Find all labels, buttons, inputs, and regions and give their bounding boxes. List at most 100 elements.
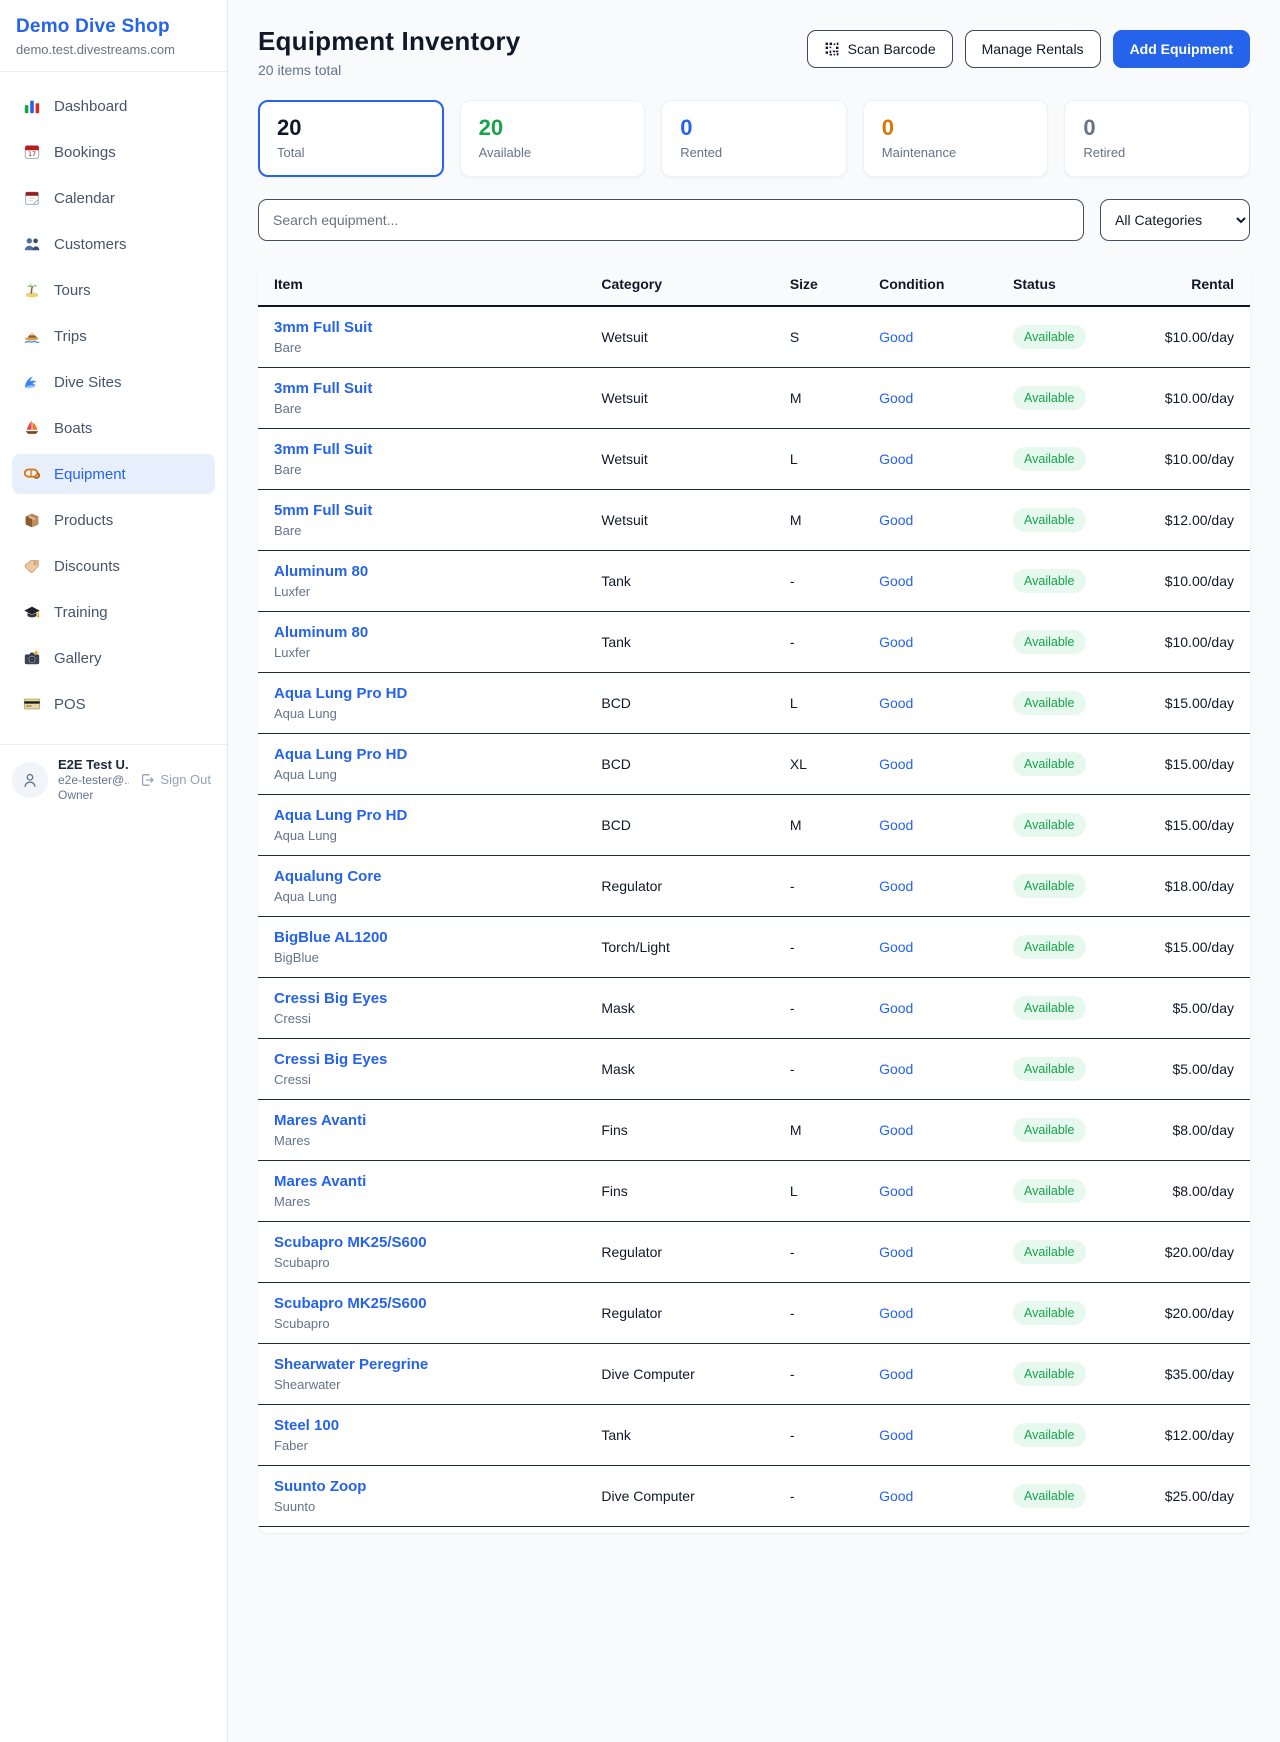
sidebar-item-trips[interactable]: Trips bbox=[12, 316, 215, 356]
item-condition: Good bbox=[863, 428, 997, 490]
sidebar-item-dashboard[interactable]: Dashboard bbox=[12, 86, 215, 126]
item-rental-rate: $10.00/day bbox=[1145, 367, 1250, 429]
item-name-link[interactable]: Aqua Lung Pro HD bbox=[274, 807, 408, 824]
item-name-link[interactable]: Shearwater Peregrine bbox=[274, 1356, 429, 1373]
stat-card-available[interactable]: 20 Available bbox=[459, 100, 646, 177]
stat-rented-value: 0 bbox=[680, 115, 693, 140]
item-name-link[interactable]: Aluminum 80 bbox=[274, 563, 369, 580]
item-cell: Mares Avanti Mares bbox=[258, 1099, 586, 1161]
stat-card-rented[interactable]: 0 Rented bbox=[661, 100, 847, 177]
shop-domain: demo.test.divestreams.com bbox=[16, 42, 175, 57]
item-name-link[interactable]: Cressi Big Eyes bbox=[274, 990, 388, 1007]
status-badge: Available bbox=[1013, 752, 1086, 776]
sidebar-item-tours[interactable]: Tours bbox=[12, 270, 215, 310]
item-category: Tank bbox=[585, 611, 774, 673]
item-name-link[interactable]: Cressi Big Eyes bbox=[274, 1051, 388, 1068]
sidebar-item-pos[interactable]: POS bbox=[12, 684, 215, 724]
items-total-count: 20 items total bbox=[258, 62, 342, 78]
item-name-link[interactable]: 3mm Full Suit bbox=[274, 319, 373, 336]
item-size: L bbox=[773, 672, 864, 734]
table-row: Suunto Zoop Suunto Dive Computer - Good … bbox=[258, 1465, 1250, 1527]
column-header-size: Size bbox=[773, 263, 864, 307]
stat-maintenance-label: Maintenance bbox=[881, 145, 957, 160]
item-size: M bbox=[773, 367, 864, 429]
item-name-link[interactable]: Steel 100 bbox=[274, 1417, 340, 1434]
item-condition: Good bbox=[863, 1160, 997, 1222]
sidebar-item-calendar[interactable]: Calendar bbox=[12, 178, 215, 218]
item-name-link[interactable]: Suunto Zoop bbox=[274, 1478, 367, 1495]
sidebar-item-products[interactable]: Products bbox=[12, 500, 215, 540]
item-name-link[interactable]: BigBlue AL1200 bbox=[274, 929, 388, 946]
item-name-link[interactable]: 3mm Full Suit bbox=[274, 380, 373, 397]
item-cell: Shearwater Peregrine Shearwater bbox=[258, 1343, 586, 1405]
add-equipment-button[interactable]: Add Equipment bbox=[1112, 30, 1250, 68]
sign-out-button[interactable]: Sign Out bbox=[139, 772, 215, 788]
item-name-link[interactable]: Aluminum 80 bbox=[274, 624, 369, 641]
item-rental-rate: $18.00/day bbox=[1145, 855, 1250, 917]
gallery-icon bbox=[22, 648, 42, 668]
manage-rentals-label: Manage Rentals bbox=[981, 41, 1084, 57]
sidebar-item-training[interactable]: Training bbox=[12, 592, 215, 632]
item-rental-rate: $25.00/day bbox=[1145, 1465, 1250, 1527]
main-content: Equipment Inventory 20 items total Scan … bbox=[228, 0, 1280, 1742]
item-cell: Cressi Big Eyes Cressi bbox=[258, 1038, 586, 1100]
status-badge: Available bbox=[1013, 1118, 1086, 1142]
status-badge: Available bbox=[1013, 1423, 1086, 1447]
sidebar-item-customers[interactable]: Customers bbox=[12, 224, 215, 264]
search-input[interactable] bbox=[258, 199, 1084, 241]
trips-icon bbox=[22, 326, 42, 346]
item-category: Fins bbox=[585, 1099, 774, 1161]
item-status-cell: Available bbox=[997, 367, 1146, 429]
item-size: L bbox=[773, 428, 864, 490]
item-size: - bbox=[773, 1038, 864, 1100]
table-row: Shearwater Peregrine Shearwater Dive Com… bbox=[258, 1343, 1250, 1405]
sidebar-item-equipment[interactable]: Equipment bbox=[12, 454, 215, 494]
item-rental-rate: $12.00/day bbox=[1145, 1404, 1250, 1466]
item-name-link[interactable]: Scubapro MK25/S600 bbox=[274, 1295, 427, 1312]
person-icon bbox=[24, 773, 36, 787]
item-name-link[interactable]: Aqua Lung Pro HD bbox=[274, 746, 408, 763]
dive-sites-icon bbox=[22, 372, 42, 392]
stat-card-total[interactable]: 20 Total bbox=[258, 100, 444, 177]
status-badge: Available bbox=[1013, 1301, 1086, 1325]
item-status-cell: Available bbox=[997, 1282, 1146, 1344]
item-rental-rate: $8.00/day bbox=[1145, 1099, 1250, 1161]
sidebar-item-label: Training bbox=[54, 603, 108, 621]
item-name-link[interactable]: Mares Avanti bbox=[274, 1173, 367, 1190]
item-name-link[interactable]: Scubapro MK25/S600 bbox=[274, 1234, 427, 1251]
item-brand: Mares bbox=[274, 1194, 311, 1209]
item-brand: Aqua Lung bbox=[274, 706, 337, 721]
item-condition: Good bbox=[863, 916, 997, 978]
item-name-link[interactable]: Mares Avanti bbox=[274, 1112, 367, 1129]
category-select[interactable]: All Categories bbox=[1100, 199, 1250, 241]
stat-available-value: 20 bbox=[478, 115, 504, 140]
item-rental-rate: $15.00/day bbox=[1145, 733, 1250, 795]
item-name-link[interactable]: 3mm Full Suit bbox=[274, 441, 373, 458]
item-cell: Suunto Zoop Suunto bbox=[258, 1465, 586, 1527]
sidebar-item-boats[interactable]: Boats bbox=[12, 408, 215, 448]
sidebar-item-bookings[interactable]: 17 Bookings bbox=[12, 132, 215, 172]
header-actions: Scan Barcode Manage Rentals Add Equipmen… bbox=[806, 30, 1250, 68]
item-name-link[interactable]: Aqualung Core bbox=[274, 868, 382, 885]
stat-card-maintenance[interactable]: 0 Maintenance bbox=[862, 100, 1049, 177]
stat-card-retired[interactable]: 0 Retired bbox=[1064, 100, 1250, 177]
table-row: Aqua Lung Pro HD Aqua Lung BCD M Good Av… bbox=[258, 794, 1250, 856]
item-condition: Good bbox=[863, 672, 997, 734]
item-cell: 3mm Full Suit Bare bbox=[258, 367, 586, 429]
sidebar-item-discounts[interactable]: Discounts bbox=[12, 546, 215, 586]
table-row: Aqualung Core Aqua Lung Regulator - Good… bbox=[258, 855, 1250, 917]
item-category: Wetsuit bbox=[585, 489, 774, 551]
item-category: Dive Computer bbox=[585, 1465, 774, 1527]
sidebar-item-label: Calendar bbox=[54, 189, 115, 207]
scan-barcode-button[interactable]: Scan Barcode bbox=[806, 30, 953, 68]
item-rental-rate: $35.00/day bbox=[1145, 1343, 1250, 1405]
item-name-link[interactable]: 5mm Full Suit bbox=[274, 502, 373, 519]
item-name-link[interactable]: Aqua Lung Pro HD bbox=[274, 685, 408, 702]
item-condition: Good bbox=[863, 550, 997, 612]
svg-text:17: 17 bbox=[28, 151, 36, 158]
item-status-cell: Available bbox=[997, 672, 1146, 734]
manage-rentals-button[interactable]: Manage Rentals bbox=[964, 30, 1101, 68]
sidebar-item-dive-sites[interactable]: Dive Sites bbox=[12, 362, 215, 402]
item-size: XL bbox=[773, 733, 864, 795]
sidebar-item-gallery[interactable]: Gallery bbox=[12, 638, 215, 678]
